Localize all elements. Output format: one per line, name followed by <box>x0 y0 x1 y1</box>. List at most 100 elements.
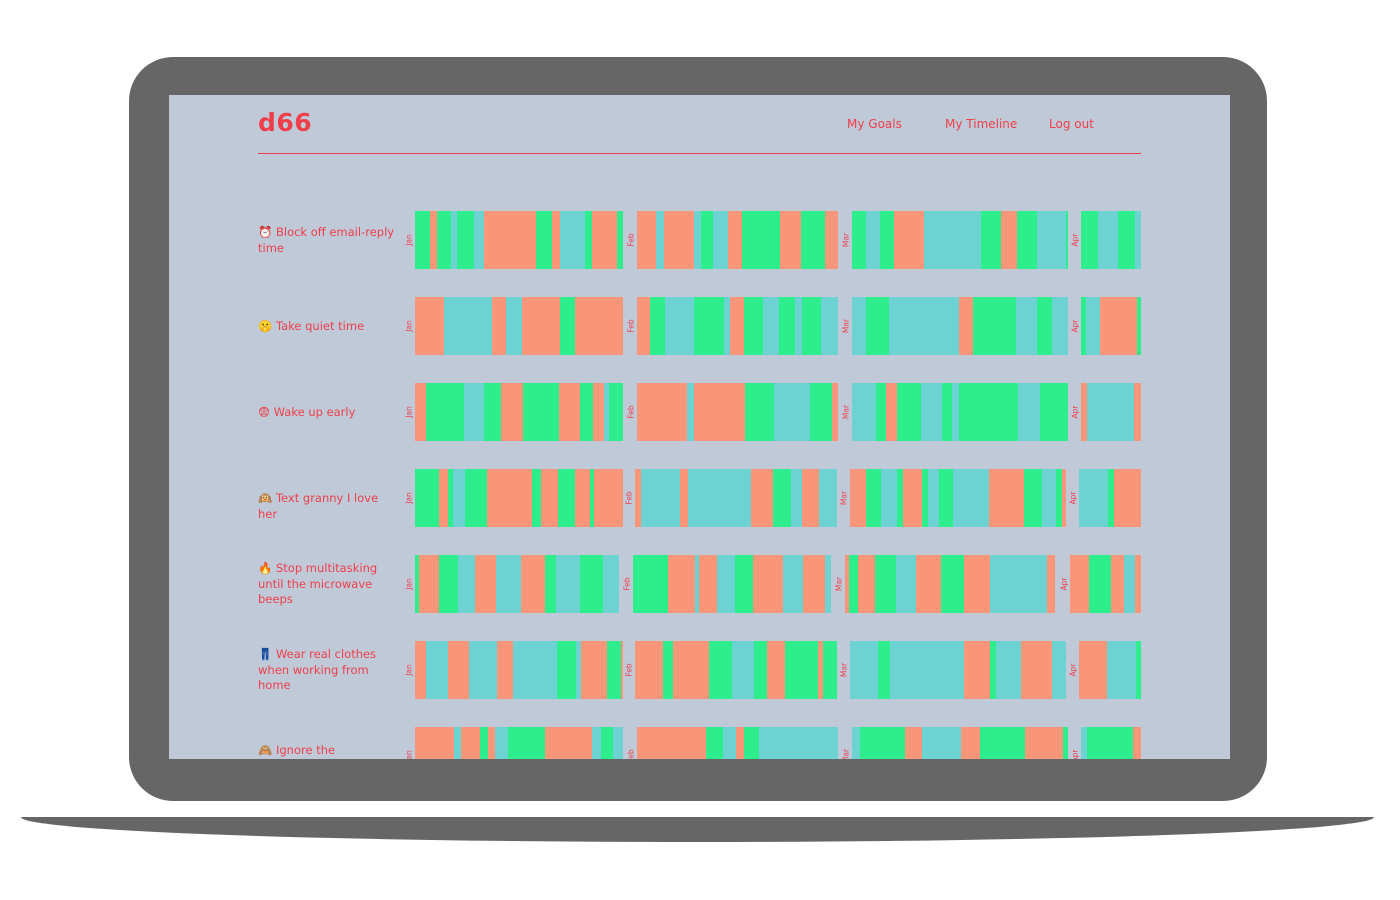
day-bar[interactable] <box>1052 641 1066 699</box>
day-bar[interactable] <box>1022 555 1047 613</box>
day-bar[interactable] <box>503 469 517 527</box>
day-bar[interactable] <box>1118 297 1137 355</box>
day-bar[interactable] <box>699 555 717 613</box>
day-bar[interactable] <box>664 211 678 269</box>
day-bar[interactable] <box>637 727 646 759</box>
day-bar[interactable] <box>594 469 608 527</box>
day-bar[interactable] <box>1081 727 1087 759</box>
day-bar[interactable] <box>940 727 961 759</box>
day-bar[interactable] <box>939 469 953 527</box>
day-bar[interactable] <box>1118 211 1135 269</box>
day-bar[interactable] <box>474 211 484 269</box>
day-bar[interactable] <box>575 469 590 527</box>
day-bar[interactable] <box>1124 555 1135 613</box>
day-bar[interactable] <box>545 555 556 613</box>
day-bar[interactable] <box>736 727 744 759</box>
day-bar[interactable] <box>456 383 464 441</box>
day-bar[interactable] <box>1135 211 1141 269</box>
day-bar[interactable] <box>735 555 753 613</box>
day-bar[interactable] <box>483 297 492 355</box>
day-bar[interactable] <box>655 469 680 527</box>
day-bar[interactable] <box>749 297 763 355</box>
day-bar[interactable] <box>415 297 439 355</box>
day-bar[interactable] <box>825 555 831 613</box>
day-bar[interactable] <box>860 727 865 759</box>
day-bar[interactable] <box>880 211 894 269</box>
day-bar[interactable] <box>617 211 623 269</box>
day-bar[interactable] <box>897 383 921 441</box>
day-bar[interactable] <box>615 555 619 613</box>
day-bar[interactable] <box>684 641 703 699</box>
day-bar[interactable] <box>909 469 916 527</box>
day-bar[interactable] <box>832 383 838 441</box>
day-bar[interactable] <box>850 641 858 699</box>
nav-my-goals[interactable]: My Goals <box>847 117 902 131</box>
day-bar[interactable] <box>536 211 552 269</box>
day-bar[interactable] <box>426 641 448 699</box>
day-bar[interactable] <box>592 727 601 759</box>
day-bar[interactable] <box>821 555 825 613</box>
day-bar[interactable] <box>916 469 922 527</box>
day-bar[interactable] <box>995 383 1011 441</box>
day-bar[interactable] <box>1081 383 1087 441</box>
day-bar[interactable] <box>495 727 508 759</box>
day-bar[interactable] <box>809 727 819 759</box>
goal-label[interactable]: 🙉 Text granny I love her <box>258 491 398 522</box>
day-bar[interactable] <box>492 297 500 355</box>
day-bar[interactable] <box>964 555 983 613</box>
day-bar[interactable] <box>465 469 487 527</box>
day-bar[interactable] <box>865 727 882 759</box>
day-bar[interactable] <box>451 383 456 441</box>
day-bar[interactable] <box>1079 469 1100 527</box>
goal-label[interactable]: 👖 Wear real clothes when working from ho… <box>258 647 398 694</box>
day-bar[interactable] <box>745 383 765 441</box>
day-bar[interactable] <box>524 727 545 759</box>
day-bar[interactable] <box>1085 641 1107 699</box>
logo[interactable]: d66 <box>258 108 313 137</box>
day-bar[interactable] <box>439 469 448 527</box>
day-bar[interactable] <box>925 297 941 355</box>
day-bar[interactable] <box>821 297 838 355</box>
day-bar[interactable] <box>1070 555 1089 613</box>
day-bar[interactable] <box>798 383 810 441</box>
day-bar[interactable] <box>461 727 480 759</box>
day-bar[interactable] <box>1018 383 1040 441</box>
day-bar[interactable] <box>859 383 876 441</box>
day-bar[interactable] <box>1089 555 1111 613</box>
day-bar[interactable] <box>881 469 897 527</box>
day-bar[interactable] <box>802 297 821 355</box>
day-bar[interactable] <box>921 383 942 441</box>
day-bar[interactable] <box>1041 727 1063 759</box>
day-bar[interactable] <box>437 211 451 269</box>
day-bar[interactable] <box>837 727 838 759</box>
day-bar[interactable] <box>1087 727 1111 759</box>
day-bar[interactable] <box>695 555 699 613</box>
day-bar[interactable] <box>641 469 655 527</box>
day-bar[interactable] <box>496 555 521 613</box>
day-bar[interactable] <box>719 211 728 269</box>
day-bar[interactable] <box>714 297 724 355</box>
day-bar[interactable] <box>444 297 464 355</box>
day-bar[interactable] <box>703 641 709 699</box>
day-bar[interactable] <box>1086 297 1100 355</box>
day-bar[interactable] <box>562 727 575 759</box>
day-bar[interactable] <box>866 297 889 355</box>
day-bar[interactable] <box>858 555 875 613</box>
day-bar[interactable] <box>732 641 754 699</box>
goal-label[interactable]: 🤫 Take quiet time <box>258 319 398 335</box>
day-bar[interactable] <box>674 383 687 441</box>
day-bar[interactable] <box>754 641 767 699</box>
day-bar[interactable] <box>439 555 444 613</box>
day-bar[interactable] <box>1052 297 1068 355</box>
day-bar[interactable] <box>1056 469 1062 527</box>
day-bar[interactable] <box>904 211 924 269</box>
day-bar[interactable] <box>661 383 674 441</box>
day-bar[interactable] <box>559 383 565 441</box>
day-bar[interactable] <box>753 555 776 613</box>
day-bar[interactable] <box>1099 383 1120 441</box>
day-bar[interactable] <box>576 641 581 699</box>
day-bar[interactable] <box>694 383 717 441</box>
day-bar[interactable] <box>1100 469 1108 527</box>
day-bar[interactable] <box>501 383 523 441</box>
goal-row[interactable]: 🙉 Text granny I love her Jan Feb Mar Apr <box>258 469 1141 527</box>
